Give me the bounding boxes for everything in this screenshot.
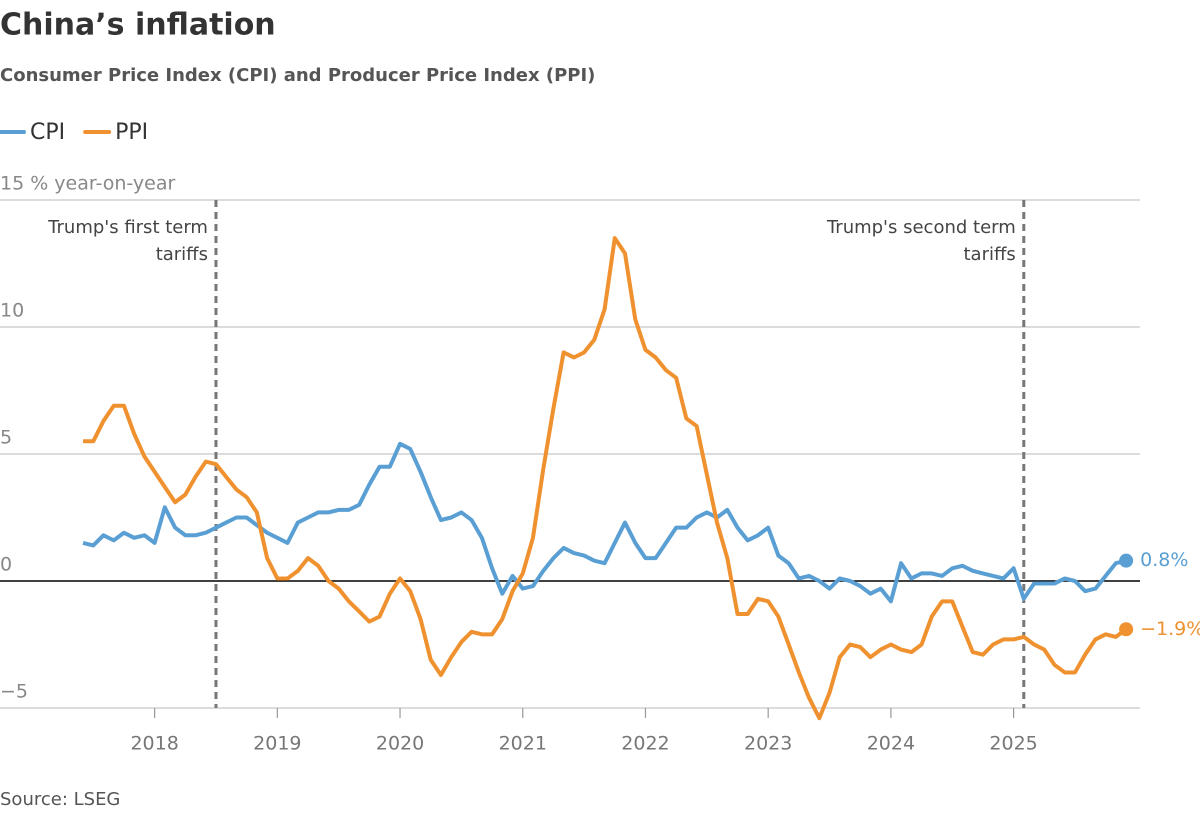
legend-label: PPI (115, 120, 148, 145)
y-tick-label: 0 (0, 554, 12, 576)
y-tick-label: 15 % year-on-year (0, 173, 175, 195)
x-tick-label: 2022 (621, 733, 669, 755)
x-tick-label: 2024 (867, 733, 915, 755)
y-tick-label: 10 (0, 300, 24, 322)
source: Source: LSEG (0, 789, 120, 810)
series-line (83, 236, 1128, 721)
x-tick-label: 2020 (376, 733, 424, 755)
x-tick-label: 2019 (253, 733, 301, 755)
legend-label: CPI (30, 120, 65, 145)
legend: CPI PPI (0, 120, 148, 145)
annotation-text: tariffs (964, 244, 1016, 265)
end-label: 0.8% (1140, 549, 1188, 571)
x-tick-label: 2025 (989, 733, 1037, 755)
end-label: −1.9% (1140, 618, 1200, 640)
chart-title: China’s inflation (0, 8, 276, 43)
annotation-text: Trump's second term (826, 217, 1016, 238)
series-line (82, 441, 1127, 604)
y-tick-label: −5 (0, 681, 28, 703)
x-tick-label: 2021 (499, 733, 547, 755)
annotation-text: Trump's first term (47, 217, 208, 238)
y-tick-label: 5 (0, 427, 12, 449)
chart-subtitle: Consumer Price Index (CPI) and Producer … (0, 65, 595, 86)
x-tick-label: 2018 (130, 733, 178, 755)
end-dot (1119, 622, 1134, 637)
annotation-text: tariffs (156, 244, 208, 265)
x-tick-label: 2023 (744, 733, 792, 755)
end-dot (1119, 553, 1134, 568)
